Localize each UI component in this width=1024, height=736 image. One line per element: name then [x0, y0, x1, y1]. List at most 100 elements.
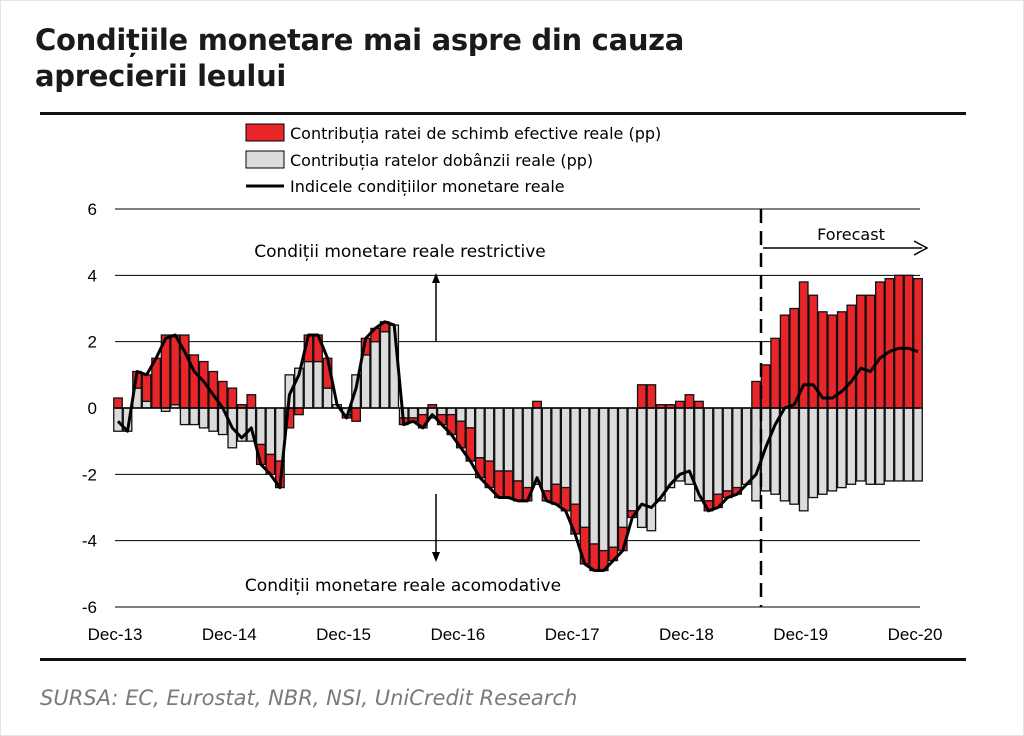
bar-rer [789, 307, 800, 409]
annotation-accommodative: Condiții monetare reale acomodative [245, 576, 561, 596]
bar-rer [636, 384, 647, 409]
bar-rate [874, 407, 885, 485]
bar-rer [884, 277, 895, 409]
bar-rate [417, 407, 428, 416]
bar-rer [760, 364, 771, 409]
bar-rate [855, 407, 866, 482]
source-note: SURSA: EC, Eurostat, NBR, NSI, UniCredit… [40, 686, 578, 710]
y-tick-label: -6 [82, 598, 97, 617]
title-line-1: Condițiile monetare mai aspre din cauza [35, 23, 685, 57]
bar-rate [722, 407, 733, 492]
y-tick-label: -2 [82, 465, 97, 484]
bar-rate [827, 407, 838, 492]
bar-rate [732, 407, 742, 489]
bar-rate [532, 407, 542, 485]
x-tick-label: Dec-16 [430, 625, 485, 644]
bar-rer [646, 384, 657, 409]
x-tick-label: Dec-19 [773, 625, 828, 644]
bar-rer [532, 400, 542, 409]
bar-rate [513, 407, 523, 482]
bar-rate [665, 407, 676, 489]
bar-rer [170, 334, 181, 406]
bar-rate [713, 407, 723, 495]
bar-rate [627, 407, 638, 512]
title-line-2: aprecierii leului [35, 59, 287, 93]
bar-rate [598, 407, 609, 552]
bar-rer [551, 483, 562, 505]
bar-rer [227, 387, 238, 409]
x-tick-label: Dec-13 [88, 625, 143, 644]
bar-rate [541, 407, 552, 492]
bar-rer [874, 281, 885, 409]
bar-rate [360, 354, 371, 409]
bar-rer [503, 470, 514, 499]
bar-rer [589, 543, 600, 572]
y-tick-label: 6 [88, 200, 97, 219]
bar-rer [294, 407, 304, 416]
bar-rate [608, 407, 619, 548]
bar-rer [855, 294, 866, 409]
x-tick-label: Dec-17 [545, 625, 600, 644]
bar-rer [751, 380, 762, 409]
bar-rate [265, 407, 276, 456]
bar-rate [208, 407, 219, 432]
up-arrowhead-icon [432, 273, 440, 283]
bar-rate [303, 360, 314, 409]
bar-rate [446, 407, 457, 416]
bar-rer [894, 274, 904, 409]
legend-label-index: Indicele condițiilor monetare reale [290, 177, 565, 196]
bar-rer [779, 314, 790, 409]
bar-rate [894, 407, 904, 482]
bar-rer [827, 314, 838, 409]
bar-rate [617, 407, 628, 529]
bar-rer [674, 400, 685, 409]
bar-rate [741, 407, 752, 485]
y-tick-label: 4 [88, 266, 97, 285]
bar-rate [189, 407, 200, 426]
forecast-label: Forecast [817, 225, 885, 244]
x-axis: Dec-13 Dec-14 Dec-15 Dec-16 Dec-17 Dec-18 Dec-… [88, 625, 943, 644]
bar-rate [570, 407, 581, 505]
bar-rate [370, 341, 381, 409]
legend-label-rer: Contribuția ratei de schimb efective rea… [290, 124, 661, 143]
y-tick-label: 0 [88, 399, 97, 418]
bar-rer [351, 407, 362, 422]
x-tick-label: Dec-14 [202, 625, 257, 644]
top-rule [40, 112, 966, 115]
bar-rate [808, 407, 819, 499]
y-tick-label: 2 [88, 333, 97, 352]
bar-rer [684, 394, 695, 409]
bars [113, 274, 923, 572]
y-tick-label: -4 [82, 532, 97, 551]
legend-swatch-rer [245, 123, 285, 142]
bar-rate [655, 407, 666, 502]
bar-rate [560, 407, 571, 489]
bar-rate [113, 407, 123, 432]
bar-rate [798, 407, 809, 512]
bar-rate [589, 407, 600, 545]
bar-rer [913, 277, 923, 409]
bottom-rule [40, 658, 966, 661]
chart-title: Condițiile monetare mai aspre din cauza … [35, 22, 684, 94]
bar-rate [836, 407, 847, 489]
bar-rate [494, 407, 504, 472]
bar-rer [113, 397, 123, 409]
bar-rate [551, 407, 562, 485]
bar-rate [913, 407, 923, 482]
bar-rate [198, 407, 209, 429]
bar-rate [379, 331, 390, 409]
legend-swatch-rate [245, 150, 285, 169]
bar-rer [694, 400, 704, 409]
down-arrowhead-icon [432, 552, 440, 562]
bar-rate [884, 407, 895, 482]
bar-rer [865, 294, 876, 409]
bar-rate [646, 407, 657, 532]
bar-rate [465, 407, 476, 429]
bar-rer [141, 374, 152, 403]
bar-rate [779, 407, 790, 502]
legend-label-rate: Contribuția ratelor dobânzii reale (pp) [290, 151, 593, 170]
bar-rate [903, 407, 914, 482]
bar-rate [455, 407, 466, 422]
bar-rate [789, 407, 800, 505]
bar-rate [484, 407, 495, 462]
